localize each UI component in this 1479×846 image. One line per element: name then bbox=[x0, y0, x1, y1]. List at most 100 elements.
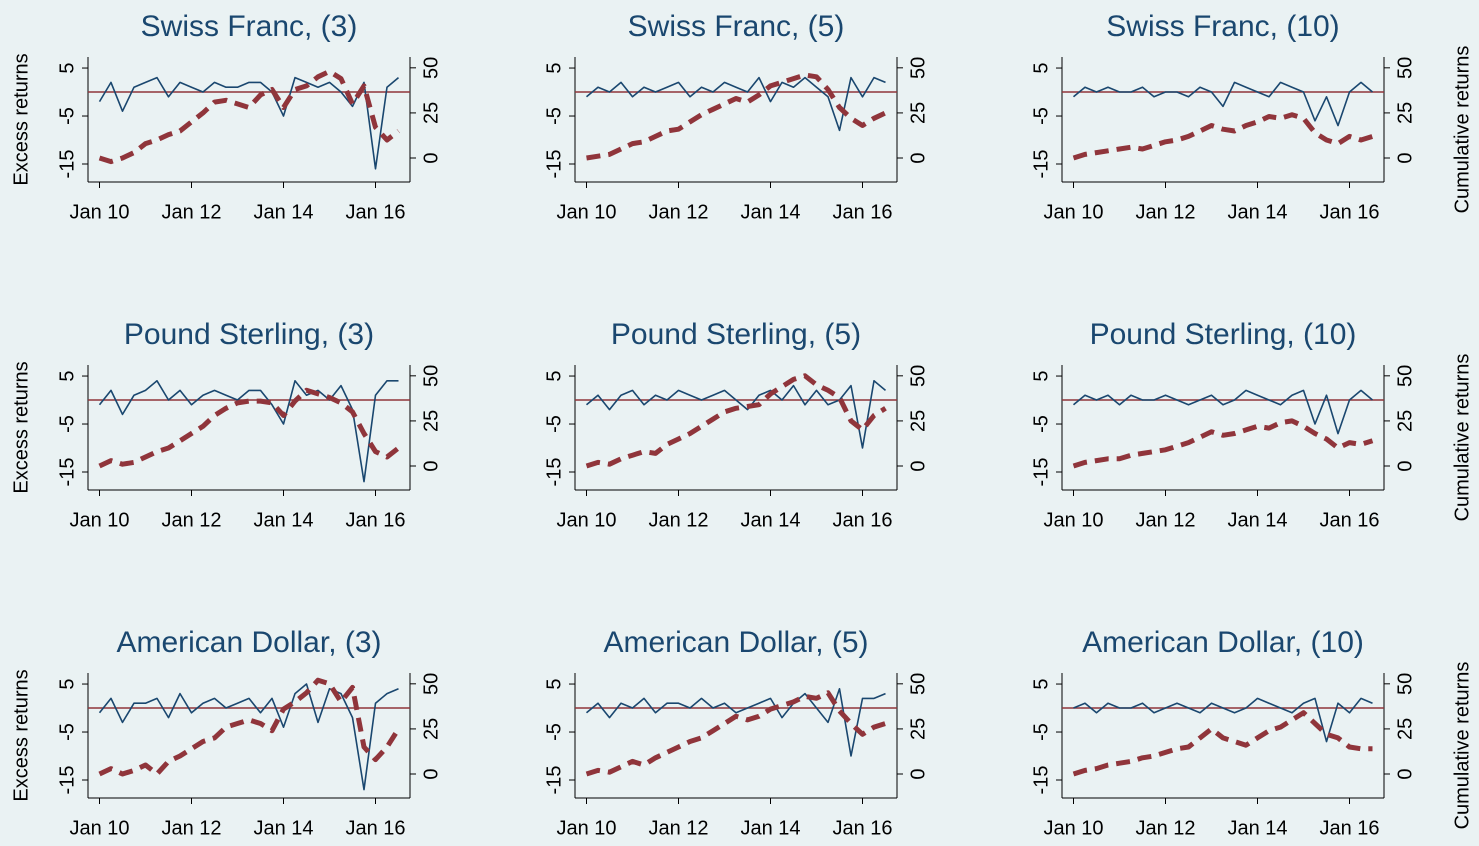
y-tick-label: -5 bbox=[1030, 107, 1052, 125]
y-tick-label: 5 bbox=[56, 678, 78, 689]
y2-tick-label: 50 bbox=[420, 57, 442, 79]
y2-tick-label: 0 bbox=[1394, 768, 1416, 779]
chart-title: American Dollar, (5) bbox=[603, 626, 868, 659]
y-tick-label: 5 bbox=[1030, 678, 1052, 689]
cumulative-line bbox=[98, 68, 401, 165]
cumulative-line bbox=[585, 373, 887, 469]
y-tick-label: 5 bbox=[1030, 370, 1052, 381]
x-tick-label: Jan 14 bbox=[253, 509, 313, 531]
excess-line bbox=[98, 76, 400, 170]
y2-axis-title: Cumulative returns bbox=[1451, 46, 1473, 214]
y-tick-label: 5 bbox=[1030, 62, 1052, 73]
y-tick-label: 5 bbox=[543, 370, 565, 381]
y-tick-label: -15 bbox=[56, 766, 78, 795]
x-tick-label: Jan 14 bbox=[253, 817, 313, 839]
x-tick-label: Jan 16 bbox=[1319, 817, 1379, 839]
y2-tick-label: 0 bbox=[907, 768, 929, 779]
chart-title: Swiss Franc, (5) bbox=[628, 10, 845, 43]
x-tick-label: Jan 14 bbox=[1227, 817, 1287, 839]
y-tick-label: -15 bbox=[1030, 150, 1052, 179]
x-tick-label: Jan 12 bbox=[161, 817, 221, 839]
y2-tick-label: 50 bbox=[907, 365, 929, 387]
y2-tick-label: 0 bbox=[1394, 152, 1416, 163]
x-tick-label: Jan 14 bbox=[740, 201, 800, 223]
y2-axis-title: Cumulative returns bbox=[1451, 354, 1473, 522]
x-tick-label: Jan 12 bbox=[1135, 817, 1195, 839]
y-tick-label: -5 bbox=[56, 723, 78, 741]
x-tick-label: Jan 12 bbox=[648, 201, 708, 223]
y-tick-label: -15 bbox=[543, 766, 565, 795]
y-tick-label: -5 bbox=[56, 415, 78, 433]
x-tick-label: Jan 16 bbox=[1319, 201, 1379, 223]
cumulative-line bbox=[1072, 112, 1374, 161]
y2-tick-label: 25 bbox=[1394, 718, 1416, 740]
y2-tick-label: 0 bbox=[1394, 460, 1416, 471]
chart-title: Pound Sterling, (3) bbox=[124, 318, 374, 351]
cumulative-line bbox=[98, 387, 401, 469]
excess-line bbox=[585, 76, 886, 132]
y2-tick-label: 25 bbox=[1394, 102, 1416, 124]
chart-title: Swiss Franc, (3) bbox=[141, 10, 358, 43]
x-tick-label: Jan 16 bbox=[345, 817, 405, 839]
x-tick-label: Jan 14 bbox=[253, 201, 313, 223]
y-tick-label: -15 bbox=[1030, 458, 1052, 487]
x-tick-label: Jan 12 bbox=[1135, 509, 1195, 531]
chart-title: Swiss Franc, (10) bbox=[1106, 10, 1339, 43]
y-axis-title: Excess returns bbox=[10, 669, 32, 801]
y2-tick-label: 0 bbox=[420, 460, 442, 471]
x-tick-label: Jan 16 bbox=[345, 509, 405, 531]
x-tick-label: Jan 10 bbox=[1043, 509, 1103, 531]
y-axis-title: Excess returns bbox=[10, 53, 32, 185]
x-tick-label: Jan 10 bbox=[556, 509, 616, 531]
cumulative-line bbox=[1072, 710, 1373, 777]
x-tick-label: Jan 10 bbox=[556, 817, 616, 839]
y-tick-label: -5 bbox=[1030, 723, 1052, 741]
excess-line bbox=[1072, 81, 1374, 127]
y2-tick-label: 25 bbox=[420, 102, 442, 124]
cumulative-line bbox=[1072, 418, 1374, 469]
x-tick-label: Jan 16 bbox=[832, 817, 892, 839]
y2-tick-label: 25 bbox=[420, 718, 442, 740]
cumulative-line bbox=[98, 677, 401, 777]
y2-tick-label: 50 bbox=[420, 673, 442, 695]
chart-title: American Dollar, (3) bbox=[116, 626, 381, 659]
x-tick-label: Jan 10 bbox=[556, 201, 616, 223]
x-tick-label: Jan 16 bbox=[832, 201, 892, 223]
cumulative-line bbox=[585, 690, 887, 777]
x-tick-label: Jan 10 bbox=[69, 817, 129, 839]
x-tick-label: Jan 12 bbox=[1135, 201, 1195, 223]
y2-tick-label: 0 bbox=[420, 152, 442, 163]
x-tick-label: Jan 12 bbox=[648, 817, 708, 839]
y2-tick-label: 50 bbox=[420, 365, 442, 387]
chart-title: Pound Sterling, (10) bbox=[1090, 318, 1357, 351]
excess-line bbox=[585, 380, 887, 449]
y-tick-label: -15 bbox=[1030, 766, 1052, 795]
y-tick-label: -15 bbox=[543, 458, 565, 487]
chart-title: Pound Sterling, (5) bbox=[611, 318, 861, 351]
x-tick-label: Jan 14 bbox=[740, 509, 800, 531]
y-tick-label: -5 bbox=[543, 723, 565, 741]
y-tick-label: -5 bbox=[56, 107, 78, 125]
y2-tick-label: 50 bbox=[1394, 673, 1416, 695]
x-tick-label: Jan 12 bbox=[161, 201, 221, 223]
excess-line bbox=[1072, 389, 1374, 435]
y-tick-label: -15 bbox=[56, 458, 78, 487]
y2-tick-label: 50 bbox=[1394, 365, 1416, 387]
excess-line bbox=[585, 688, 886, 757]
y-tick-label: -15 bbox=[56, 150, 78, 179]
x-tick-label: Jan 10 bbox=[69, 509, 129, 531]
y-tick-label: -15 bbox=[543, 150, 565, 179]
x-tick-label: Jan 10 bbox=[69, 201, 129, 223]
y-tick-label: 5 bbox=[543, 678, 565, 689]
x-tick-label: Jan 14 bbox=[740, 817, 800, 839]
y-axis-title: Excess returns bbox=[10, 361, 32, 493]
y-tick-label: 5 bbox=[56, 370, 78, 381]
y-tick-label: 5 bbox=[543, 62, 565, 73]
y2-tick-label: 0 bbox=[907, 460, 929, 471]
y-tick-label: -5 bbox=[543, 415, 565, 433]
x-tick-label: Jan 16 bbox=[345, 201, 405, 223]
x-tick-label: Jan 12 bbox=[161, 509, 221, 531]
y-tick-label: -5 bbox=[543, 107, 565, 125]
y2-tick-label: 25 bbox=[907, 102, 929, 124]
